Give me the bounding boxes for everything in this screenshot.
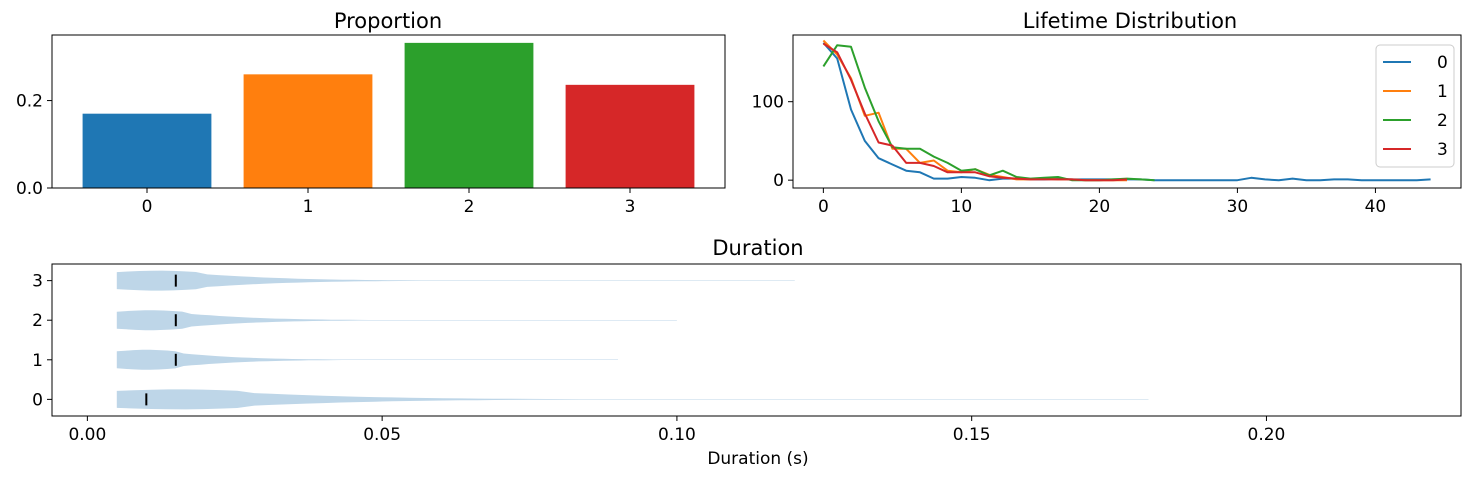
violin-0 [116,389,1149,410]
bar-xtick-label: 1 [303,197,314,217]
bar-ytick-label: 0.2 [16,92,43,112]
duration-ytick-label: 2 [32,311,43,331]
lifetime-axes-frame [792,34,1462,189]
legend-label-3: 3 [1437,140,1448,160]
duration-chart: Duration 0.00 0.05 0.10 0.15 0.20 0 1 2 3 Durat… [32,236,1462,469]
bar-xtick-label: 2 [464,197,475,217]
duration-xlabel: Duration (s) [707,449,808,469]
bar-3 [565,84,695,188]
lifetime-xtick-label: 10 [951,197,973,217]
lifetime-ytick-label: 100 [752,93,784,113]
series-line-1 [822,39,1127,182]
legend-label-2: 2 [1437,111,1448,131]
proportion-axes-frame [51,34,726,189]
bar-ytick-label: 0.0 [16,179,43,199]
duration-xtick-label: 0.00 [68,425,106,445]
lifetime-xtick-label: 20 [1089,197,1111,217]
lifetime-ytick-label: 0 [773,171,784,191]
legend-label-0: 0 [1437,53,1448,73]
violin-3 [116,270,795,291]
bar-2 [404,42,534,188]
series-line-3 [822,42,1128,182]
lifetime-legend: 0 1 2 3 [1375,44,1455,168]
duration-ytick-label: 3 [32,272,43,292]
bar-1 [243,74,373,188]
lifetime-title: Lifetime Distribution [1023,9,1237,33]
violin-1 [116,349,619,370]
violin-2 [116,310,677,331]
lifetime-xtick-label: 40 [1365,197,1387,217]
duration-ytick-label: 0 [32,390,43,410]
legend-label-1: 1 [1437,82,1448,102]
duration-title: Duration [712,236,803,260]
duration-xtick-label: 0.10 [658,425,696,445]
proportion-chart: Proportion 0 1 2 3 0.0 0.2 [16,9,726,217]
lifetime-xtick-label: 30 [1227,197,1249,217]
bar-xtick-label: 0 [142,197,153,217]
bar-0 [82,113,212,188]
duration-xtick-label: 0.05 [363,425,401,445]
duration-xtick-label: 0.20 [1248,425,1286,445]
duration-ytick-label: 1 [32,351,43,371]
series-line-0 [822,42,1431,182]
bar-xtick-label: 3 [625,197,636,217]
duration-xtick-label: 0.15 [953,425,991,445]
proportion-title: Proportion [334,9,442,33]
series-line-2 [822,44,1155,182]
legend-frame [1375,44,1455,168]
lifetime-chart: Lifetime Distribution 0 10 20 30 40 0 100 0 1 2… [752,9,1462,217]
lifetime-xtick-label: 0 [818,197,829,217]
duration-axes-frame [51,263,1462,417]
